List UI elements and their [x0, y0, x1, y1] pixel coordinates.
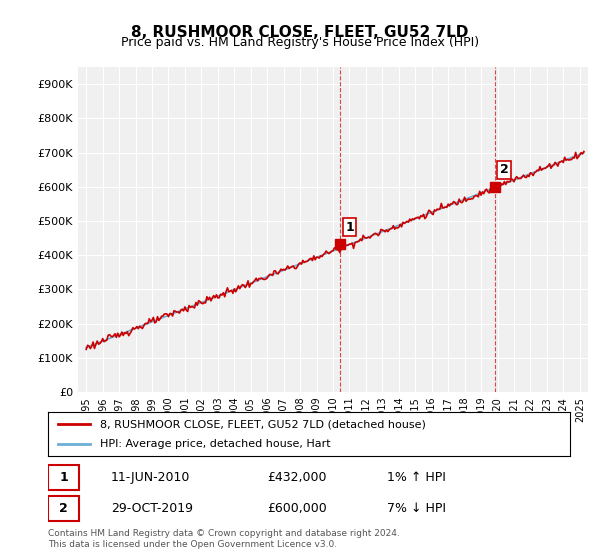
- Text: 2: 2: [500, 163, 508, 176]
- Text: 7% ↓ HPI: 7% ↓ HPI: [388, 502, 446, 515]
- Text: HPI: Average price, detached house, Hart: HPI: Average price, detached house, Hart: [100, 439, 331, 449]
- Text: 1: 1: [345, 221, 354, 234]
- Text: Contains HM Land Registry data © Crown copyright and database right 2024.
This d: Contains HM Land Registry data © Crown c…: [48, 529, 400, 549]
- Text: 1: 1: [59, 471, 68, 484]
- FancyBboxPatch shape: [48, 496, 79, 521]
- Text: 2: 2: [59, 502, 68, 515]
- Text: 8, RUSHMOOR CLOSE, FLEET, GU52 7LD: 8, RUSHMOOR CLOSE, FLEET, GU52 7LD: [131, 25, 469, 40]
- Text: £432,000: £432,000: [267, 471, 327, 484]
- Text: 29-OCT-2019: 29-OCT-2019: [110, 502, 193, 515]
- Text: 8, RUSHMOOR CLOSE, FLEET, GU52 7LD (detached house): 8, RUSHMOOR CLOSE, FLEET, GU52 7LD (deta…: [100, 419, 426, 429]
- Text: Price paid vs. HM Land Registry's House Price Index (HPI): Price paid vs. HM Land Registry's House …: [121, 36, 479, 49]
- Text: 11-JUN-2010: 11-JUN-2010: [110, 471, 190, 484]
- FancyBboxPatch shape: [48, 465, 79, 489]
- Text: £600,000: £600,000: [267, 502, 327, 515]
- Text: 1% ↑ HPI: 1% ↑ HPI: [388, 471, 446, 484]
